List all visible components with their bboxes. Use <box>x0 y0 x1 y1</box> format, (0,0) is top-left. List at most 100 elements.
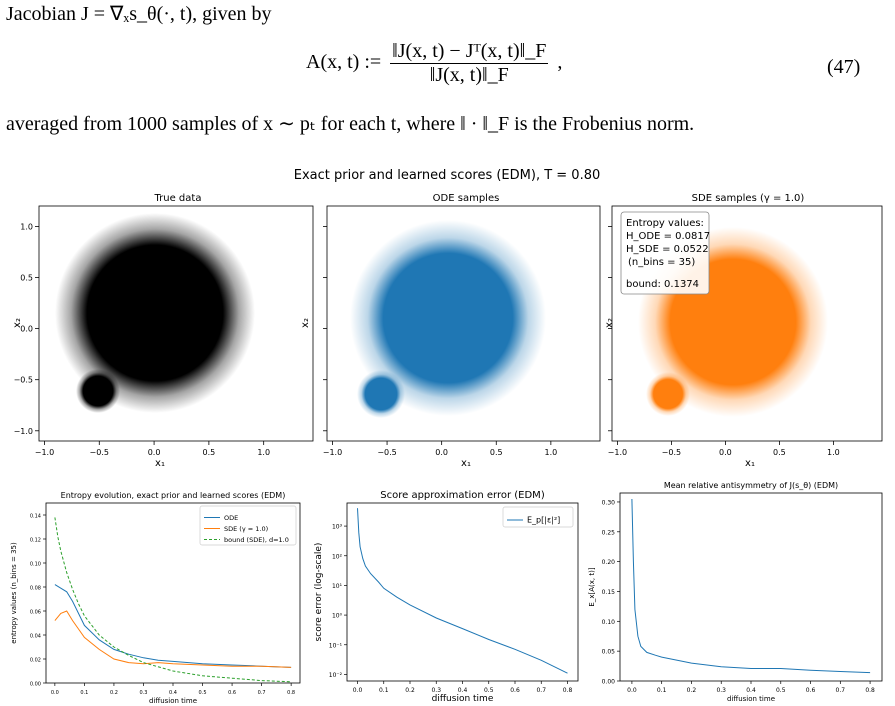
y-tick-label: 0.25 <box>602 529 616 536</box>
y-tick-label: 0.15 <box>602 589 616 596</box>
x-tick-label: 0.3 <box>431 687 441 694</box>
x-tick-label: 0.0 <box>719 448 732 457</box>
x-tick-label: 0.2 <box>110 690 118 696</box>
axes-frame <box>619 492 883 682</box>
entropy-annotation-box: Entropy values: H_ODE = 0.0817 H_SDE = 0… <box>620 211 710 295</box>
entropy-line2: H_ODE = 0.0817 <box>626 231 710 242</box>
series-line-1 <box>54 610 292 668</box>
x-axis-label: diffusion time <box>727 695 775 703</box>
x-tick-label: 0.0 <box>627 687 637 694</box>
x-tick-label: 0.5 <box>484 687 494 694</box>
x-axis-label: diffusion time <box>432 694 494 704</box>
y-axis-label: entropy values (n_bins = 35) <box>10 542 18 644</box>
legend-label: E_p[|ε|²] <box>527 516 560 525</box>
formula: A(x, t) := ‖J(x, t) − Jᵀ(x, t)‖_F ‖J(x, … <box>306 40 562 87</box>
x-tick-label: 0.1 <box>657 687 667 694</box>
x-tick-label: 0.3 <box>139 690 147 696</box>
x-tick-label: 0.0 <box>435 448 448 457</box>
x-tick-label: 0.1 <box>80 690 88 696</box>
y-tick-label: 0.0 <box>20 325 33 334</box>
y-axis-label: x₂ <box>12 318 23 328</box>
y-tick-label: 0.04 <box>30 634 41 640</box>
after-text: averaged from 1000 samples of x ∼ pₜ for… <box>6 113 695 135</box>
small-cluster <box>357 370 405 418</box>
scatter-ticks: −1.0 −0.5 0.0 0.5 1.0 1.0 0.5 0.0 −0.5 −1.0 −1.0 −0… <box>14 222 840 457</box>
scatter-panel-ode: ODE samples x₂ x₁ <box>300 193 601 469</box>
x-tick-label: −1.0 <box>323 448 342 457</box>
scatter-panel-true-data: True data x₂ x₁ <box>12 193 314 469</box>
x-tick-label: 0.7 <box>536 687 546 694</box>
x-tick-label: 0.0 <box>148 448 161 457</box>
y-tick-label: 10⁰ <box>332 613 343 620</box>
y-tick-label: 10² <box>332 553 343 560</box>
entropy-line4: (n_bins = 35) <box>628 257 695 268</box>
x-tick-label: −0.5 <box>377 448 396 457</box>
axes-frame <box>326 205 601 442</box>
x-tick-label: 1.0 <box>544 448 557 457</box>
equation-number: (47) <box>827 56 861 78</box>
axes-frame <box>611 205 883 442</box>
x-tick-label: 0.7 <box>258 690 266 696</box>
antisymmetry-chart: Mean relative antisymmetry of J(s_θ) (ED… <box>588 481 883 703</box>
x-tick-label: 0.6 <box>806 687 816 694</box>
x-tick-label: 0.0 <box>353 687 363 694</box>
y-tick-label: 10⁻¹ <box>329 642 343 649</box>
entropy-line3: H_SDE = 0.0522 <box>626 244 709 255</box>
x-tick-label: 1.0 <box>257 448 270 457</box>
entropy-line5: bound: 0.1374 <box>626 279 699 290</box>
legend-box <box>502 506 574 528</box>
entropy-line1: Entropy values: <box>626 218 704 229</box>
x-tick-label: −1.0 <box>35 448 54 457</box>
formula-numerator: ‖J(x, t) − Jᵀ(x, t)‖_F <box>390 40 549 64</box>
y-tick-label: 0.30 <box>602 499 616 506</box>
chart-title: Entropy evolution, exact prior and learn… <box>61 491 286 500</box>
legend-box <box>199 505 297 546</box>
y-tick-label: 10⁻² <box>329 672 343 679</box>
y-axis-label: x₂ <box>300 318 311 328</box>
x-tick-label: 0.4 <box>458 687 468 694</box>
y-axis-label: x₂ <box>604 318 615 328</box>
y-tick-label: 0.08 <box>30 586 41 592</box>
series-line-0 <box>631 498 871 674</box>
figure-suptitle: Exact prior and learned scores (EDM), T … <box>294 168 601 183</box>
small-cluster <box>646 372 690 416</box>
y-axis-label: score error (log-scale) <box>314 543 324 642</box>
score-error-chart: Score approximation error (EDM) 0.0 0.1 0.2… <box>314 490 579 704</box>
y-tick-label: 0.00 <box>30 682 41 688</box>
formula-denominator: ‖J(x, t)‖_F <box>429 64 509 86</box>
legend-label: SDE (γ = 1.0) <box>224 525 268 533</box>
chart-title: Mean relative antisymmetry of J(s_θ) (ED… <box>664 481 838 490</box>
y-tick-label: 10¹ <box>332 583 343 590</box>
y-tick-label: 0.14 <box>30 514 41 520</box>
y-tick-label: 0.12 <box>30 538 41 544</box>
formula-comma: , <box>557 51 563 74</box>
legend-label: bound (SDE), d=1.0 <box>224 536 289 544</box>
panel-title: True data <box>154 193 202 204</box>
series-line-2 <box>54 517 292 683</box>
y-tick-label: 10³ <box>332 524 343 531</box>
legend-label: ODE <box>224 514 238 522</box>
x-tick-label: −1.0 <box>608 448 627 457</box>
x-tick-label: 0.4 <box>746 687 756 694</box>
y-tick-label: 0.00 <box>602 679 616 686</box>
x-tick-label: 0.8 <box>563 687 573 694</box>
y-tick-label: 0.02 <box>30 658 41 664</box>
x-tick-label: 0.8 <box>865 687 875 694</box>
x-axis-label: x₁ <box>745 458 755 469</box>
entropy-evolution-chart: Entropy evolution, exact prior and learn… <box>10 491 301 705</box>
axes-frame <box>346 502 579 682</box>
y-tick-label: 0.5 <box>20 274 33 283</box>
x-tick-label: 0.1 <box>379 687 389 694</box>
x-tick-label: 0.4 <box>169 690 177 696</box>
x-axis-label: x₁ <box>461 458 471 469</box>
x-tick-label: 0.7 <box>836 687 846 694</box>
x-tick-label: 0.2 <box>687 687 697 694</box>
x-tick-label: 0.0 <box>51 690 59 696</box>
scatter-panel-sde: SDE samples (γ = 1.0) x₂ x₁ Entropy valu… <box>604 193 883 469</box>
x-tick-label: 0.2 <box>405 687 415 694</box>
y-tick-label: −1.0 <box>14 427 33 436</box>
y-tick-label: 0.20 <box>602 559 616 566</box>
x-tick-label: 0.8 <box>287 690 295 696</box>
x-tick-label: 0.5 <box>776 687 786 694</box>
